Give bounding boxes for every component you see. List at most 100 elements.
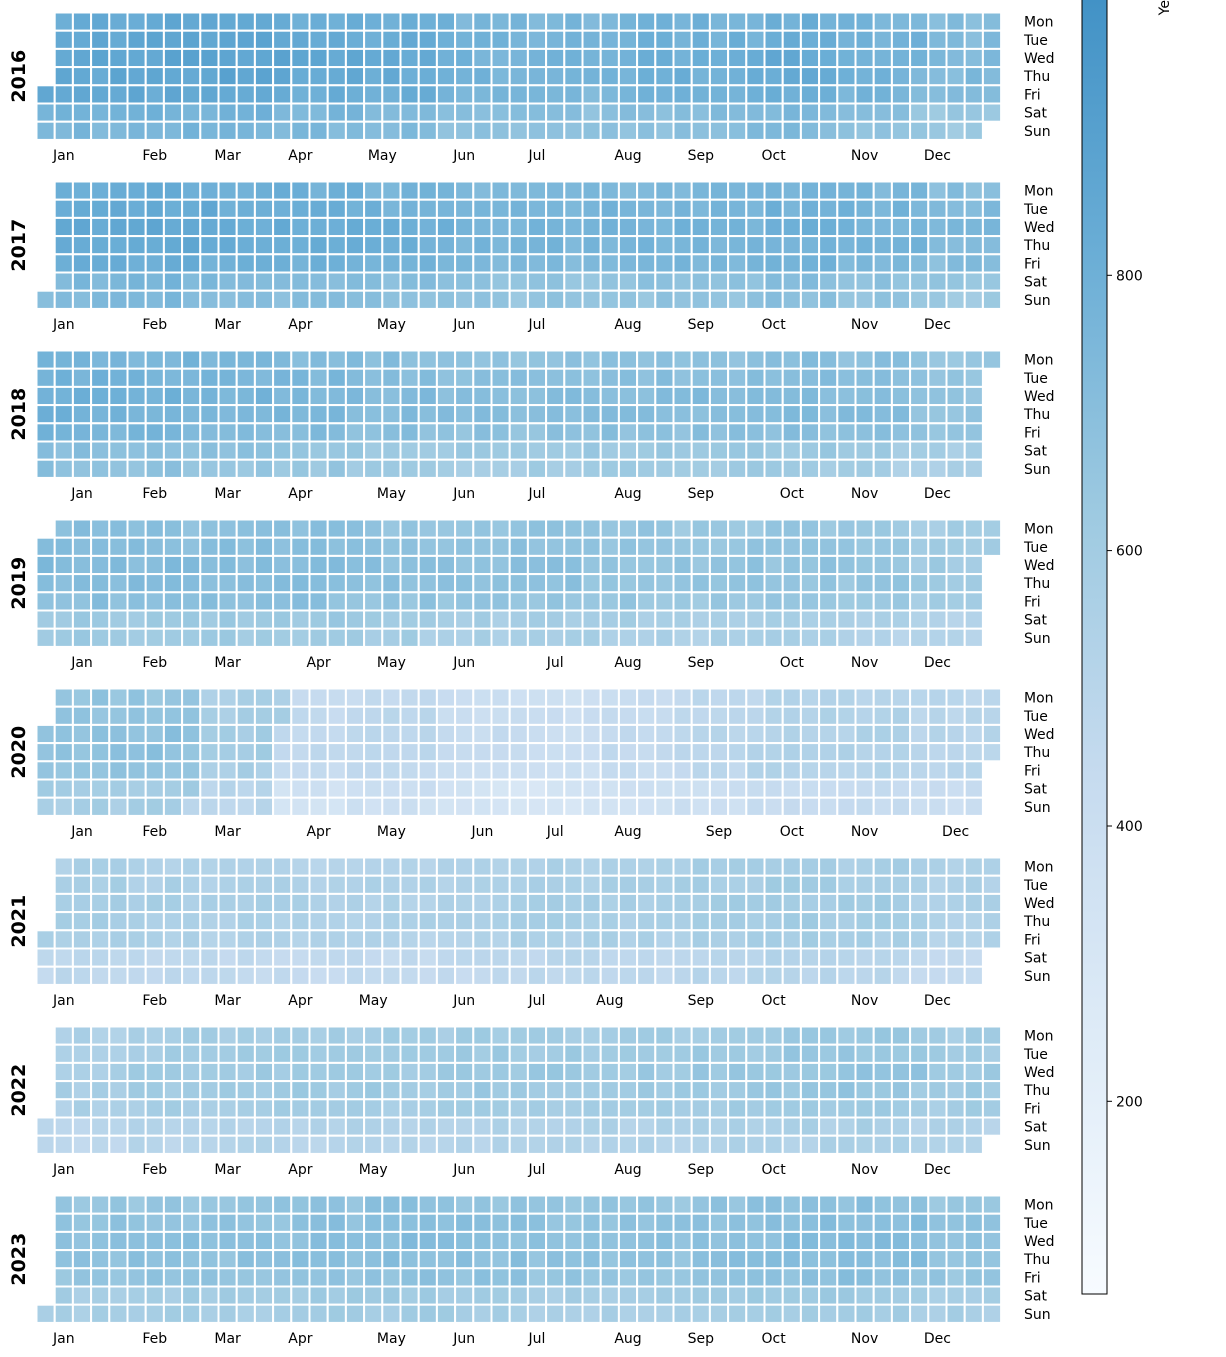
day-cell (563, 965, 584, 986)
day-cell (890, 84, 912, 105)
day-cell (636, 609, 657, 630)
day-cell (690, 120, 711, 141)
month-label-nov: Nov (851, 486, 878, 502)
day-cell (90, 1212, 111, 1233)
day-cell (290, 742, 311, 763)
day-cell (235, 458, 256, 479)
day-cell (672, 271, 693, 292)
day-cell (344, 1249, 366, 1270)
day-cell (435, 554, 457, 576)
day-cell (818, 778, 839, 799)
day-cell (90, 536, 111, 557)
day-cell (708, 856, 730, 877)
day-cell (290, 911, 311, 932)
day-cell (836, 385, 857, 407)
day-cell (472, 796, 493, 817)
day-cell (508, 349, 529, 370)
day-cell (745, 1116, 766, 1137)
day-cell (90, 627, 111, 648)
day-cell (399, 518, 420, 539)
day-cell (71, 47, 93, 69)
day-cell (781, 760, 802, 781)
day-cell (745, 29, 766, 50)
day-cell (35, 422, 56, 443)
day-cell (290, 29, 311, 50)
day-cell (435, 892, 457, 914)
day-cell (927, 591, 948, 612)
day-cell (199, 385, 220, 407)
day-cell (818, 385, 839, 407)
day-cell (381, 253, 402, 274)
day-cell (927, 120, 948, 141)
day-cell (308, 84, 329, 105)
month-label-jun: Jun (452, 148, 475, 164)
day-cell (727, 404, 748, 425)
day-cell (235, 1025, 256, 1046)
day-cell (526, 253, 548, 274)
day-cell (53, 367, 74, 388)
day-cell (927, 609, 948, 630)
day-cell (344, 911, 366, 932)
day-cell (217, 1025, 238, 1046)
day-cell (818, 120, 839, 141)
day-cell (909, 1249, 930, 1270)
day-cell (890, 1043, 912, 1064)
day-cell (454, 591, 475, 612)
day-cell (399, 760, 420, 781)
day-cell (654, 760, 675, 781)
day-cell (490, 66, 511, 87)
day-cell (326, 1285, 347, 1306)
day-cell (599, 440, 620, 461)
day-cell (344, 47, 366, 69)
day-cell (144, 591, 165, 612)
day-cell (126, 440, 147, 461)
day-cell (235, 1194, 256, 1215)
day-cell (472, 760, 493, 781)
day-cell (672, 180, 693, 201)
day-cell (290, 687, 311, 708)
day-cell (654, 253, 675, 274)
day-cell (945, 84, 966, 105)
day-cell (745, 1212, 766, 1233)
day-cell (763, 1249, 784, 1270)
day-cell (654, 1080, 675, 1101)
day-cell (799, 1061, 821, 1083)
day-cell (181, 591, 202, 612)
day-cell (581, 385, 602, 407)
day-cell (181, 627, 202, 648)
day-cell (654, 404, 675, 425)
day-cell (563, 84, 584, 105)
day-cell (253, 1230, 275, 1252)
day-cell (526, 180, 548, 201)
day-cell (545, 440, 566, 461)
day-cell (872, 573, 893, 594)
day-cell (945, 591, 966, 612)
day-cell (217, 422, 238, 443)
day-cell (53, 723, 74, 745)
day-cell (126, 760, 147, 781)
day-cell (545, 911, 566, 932)
day-cell (763, 591, 784, 612)
day-cell (217, 29, 238, 50)
day-cell (727, 929, 748, 950)
day-cell (636, 742, 657, 763)
day-cell (253, 216, 275, 238)
day-cell (108, 705, 129, 726)
day-cell (253, 856, 275, 877)
day-cell (326, 874, 347, 895)
day-cell (599, 1194, 620, 1215)
day-cell (144, 11, 165, 32)
day-cell (417, 271, 438, 292)
day-cell (435, 349, 457, 370)
day-cell (981, 1285, 1003, 1306)
day-cell (563, 289, 584, 310)
day-cell (71, 892, 93, 914)
day-cell (417, 84, 438, 105)
day-cell (108, 66, 129, 87)
day-cell (727, 1080, 748, 1101)
day-cell (727, 796, 748, 817)
year-label: 2022 (8, 1064, 30, 1117)
month-label-aug: Aug (614, 655, 641, 671)
day-cell (344, 198, 366, 219)
day-cell (181, 1303, 202, 1324)
